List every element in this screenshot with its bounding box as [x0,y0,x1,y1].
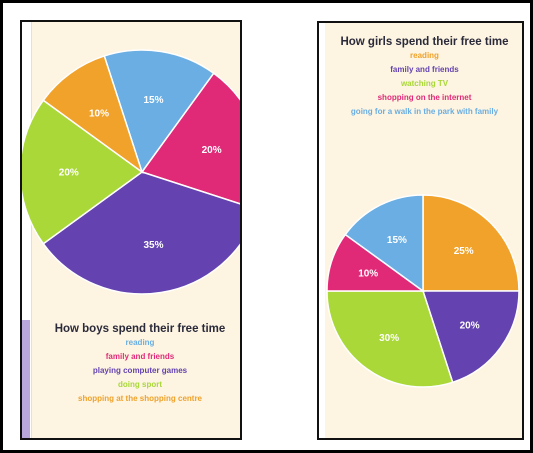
boys-pie-slice-label-2: 35% [143,240,163,251]
girls-pie-slice-label-3: 10% [358,269,378,280]
girls-pie-slice-label-4: 15% [387,235,407,246]
boys-pie-slice-2 [42,171,240,295]
panel-side-strip [319,23,325,438]
girls-pie-slice-1 [421,290,520,384]
girls-pie-slice-0 [422,194,520,292]
boys-legend-item-sport: doing sport [118,380,162,389]
girls-legend-item-family: family and friends [390,65,459,74]
girls-pie-slice-label-1: 20% [460,320,480,331]
boys-pie-slice-label-1: 20% [202,145,222,156]
girls-pie-chart: 25% 20% 30% 10% 15% [326,194,520,388]
boys-chart-panel: 15% 20% 35% 20% 10% How boys spend their fre… [20,20,242,440]
girls-legend-item-reading: reading [410,51,439,60]
boys-pie-slice-label-4: 10% [89,108,109,119]
boys-legend-item-reading: reading [125,338,155,347]
girls-pie-slice-label-2: 30% [379,333,399,344]
girls-legend-item-tv: watching TV [400,79,449,88]
girls-legend-item-walk: going for a walk in the park with family [350,107,499,116]
boys-pie-slice-label-3: 20% [59,168,79,179]
boys-pie-slice-0 [103,49,215,174]
girls-chart-panel: 25% 20% 30% 10% 15% How girls spend their fr… [317,21,524,440]
girls-legend: How girls spend their free time reading … [327,35,522,119]
boys-legend-item-games: playing computer games [92,366,188,375]
boys-pie-slice-3 [22,99,144,245]
girls-pie-slice-4 [344,194,424,293]
panel-accent-strip [22,320,30,438]
boys-pie-slice-1 [140,72,240,205]
boys-pie-chart: 15% 20% 35% 20% 10% [22,49,240,295]
boys-legend: How boys spend their free time reading f… [40,322,240,406]
boys-pie-slice-4 [42,55,144,174]
boys-legend-item-family: family and friends [105,352,175,361]
boys-chart-title: How boys spend their free time [54,323,226,335]
girls-pie-slice-label-0: 25% [454,246,474,257]
panel-side-strip [22,22,32,438]
boys-legend-item-shopping: shopping at the shopping centre [78,394,202,403]
girls-chart-title: How girls spend their free time [340,36,509,48]
boys-pie-slice-label-0: 15% [143,95,163,106]
girls-pie-slice-2 [326,290,454,388]
girls-legend-item-internet: shopping on the internet [377,93,472,102]
